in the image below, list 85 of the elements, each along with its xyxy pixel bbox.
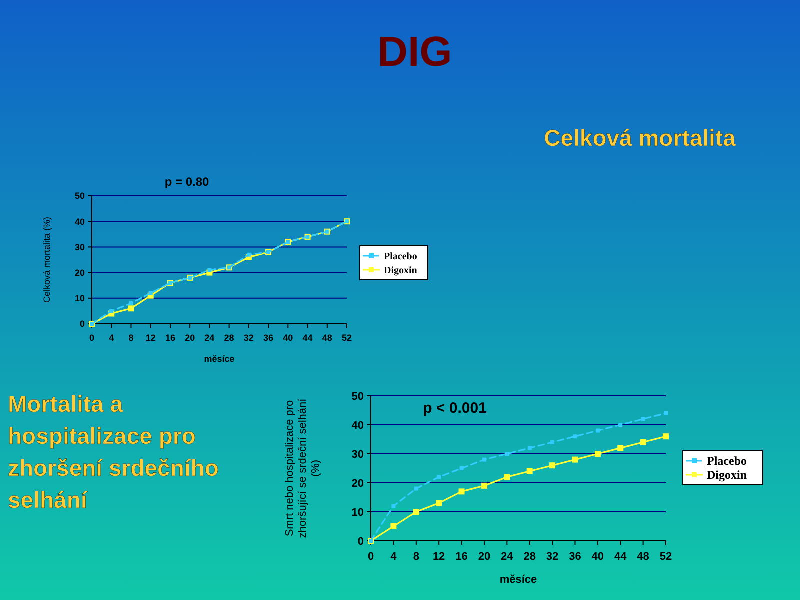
text: DIG [378, 28, 452, 75]
point [663, 434, 669, 440]
y-tick-label: 30 [352, 448, 364, 461]
x-tick-label: 36 [569, 551, 582, 563]
text: p = 0.80 [164, 175, 210, 189]
point [596, 428, 600, 433]
y-tick-label: 0 [358, 536, 364, 548]
x-tick-label: 24 [501, 551, 514, 563]
x-tick-label: 16 [456, 551, 468, 563]
x-axis-title: měsíce [204, 354, 235, 364]
x-tick-label: 0 [89, 333, 95, 343]
point [528, 446, 532, 450]
x-tick-label: 36 [264, 333, 274, 343]
x-tick-label: 8 [128, 333, 134, 343]
text: Mortalita a hospitalizace pro zhoršení srdečního selhání [8, 391, 219, 513]
point [437, 475, 442, 480]
x-tick-label: 24 [204, 333, 215, 343]
point [618, 423, 623, 427]
point [640, 439, 646, 446]
y-tick-label: 50 [74, 191, 85, 202]
point [208, 268, 212, 272]
point [110, 309, 114, 314]
x-tick-label: 12 [146, 333, 156, 343]
y-tick-label: 10 [74, 294, 85, 304]
point [129, 302, 134, 306]
y-axis-title: Celková mortalita (%) [42, 216, 52, 304]
text: Celková mortalita [544, 125, 736, 151]
y-tick-label: 0 [80, 319, 85, 330]
point [413, 509, 420, 515]
x-tick-label: 44 [614, 551, 628, 563]
x-tick-label: 0 [368, 551, 374, 563]
x-tick-label: 20 [185, 333, 196, 343]
point [641, 417, 646, 422]
x-tick-label: 32 [244, 333, 254, 343]
point [594, 451, 601, 457]
point [618, 445, 624, 452]
y-axis-title: Smrt nebo hospitalizace pro zhoršující se srdeční selhání (%) [284, 398, 322, 538]
x-tick-label: 44 [302, 333, 313, 343]
legend-label: Placebo [384, 252, 418, 262]
point [148, 291, 153, 296]
point [246, 252, 251, 257]
point [550, 440, 555, 444]
point [504, 474, 510, 480]
legend-label: Digoxin [707, 468, 748, 482]
point [550, 462, 556, 469]
point [482, 458, 486, 462]
legend-label: Placebo [707, 454, 747, 468]
point [392, 504, 396, 508]
y-tick-label: 50 [352, 390, 364, 403]
x-tick-label: 48 [322, 333, 332, 343]
y-tick-label: 10 [352, 506, 364, 519]
y-tick-label: 20 [352, 478, 364, 490]
x-tick-label: 12 [432, 551, 446, 563]
point [390, 524, 397, 530]
point [436, 500, 442, 506]
x-tick-label: 32 [546, 551, 559, 563]
point [414, 486, 418, 491]
x-tick-label: 52 [342, 333, 352, 343]
point [505, 452, 510, 456]
point [664, 411, 668, 416]
x-tick-label: 4 [390, 551, 398, 563]
point [458, 488, 465, 495]
x-tick-label: 8 [413, 551, 420, 563]
point [481, 482, 488, 489]
point [573, 434, 578, 439]
y-tick-label: 30 [74, 242, 85, 252]
point [572, 456, 578, 463]
y-tick-label: 20 [74, 268, 85, 278]
y-tick-label: 40 [74, 216, 85, 227]
point [128, 306, 134, 312]
x-axis-title: měsíce [500, 574, 538, 586]
x-tick-label: 28 [224, 333, 234, 343]
x-tick-label: 4 [109, 333, 114, 343]
legend-label: Digoxin [384, 266, 418, 276]
point [460, 466, 464, 470]
x-tick-label: 40 [283, 333, 294, 343]
x-tick-label: 20 [478, 551, 491, 563]
x-tick-label: 40 [592, 551, 604, 563]
x-tick-label: 16 [165, 333, 176, 343]
x-tick-label: 28 [524, 551, 536, 563]
x-tick-label: 52 [660, 551, 672, 563]
x-tick-label: 48 [637, 551, 650, 563]
point [526, 468, 533, 474]
y-tick-label: 40 [352, 420, 364, 432]
annotation: p < 0.001 [423, 400, 487, 417]
